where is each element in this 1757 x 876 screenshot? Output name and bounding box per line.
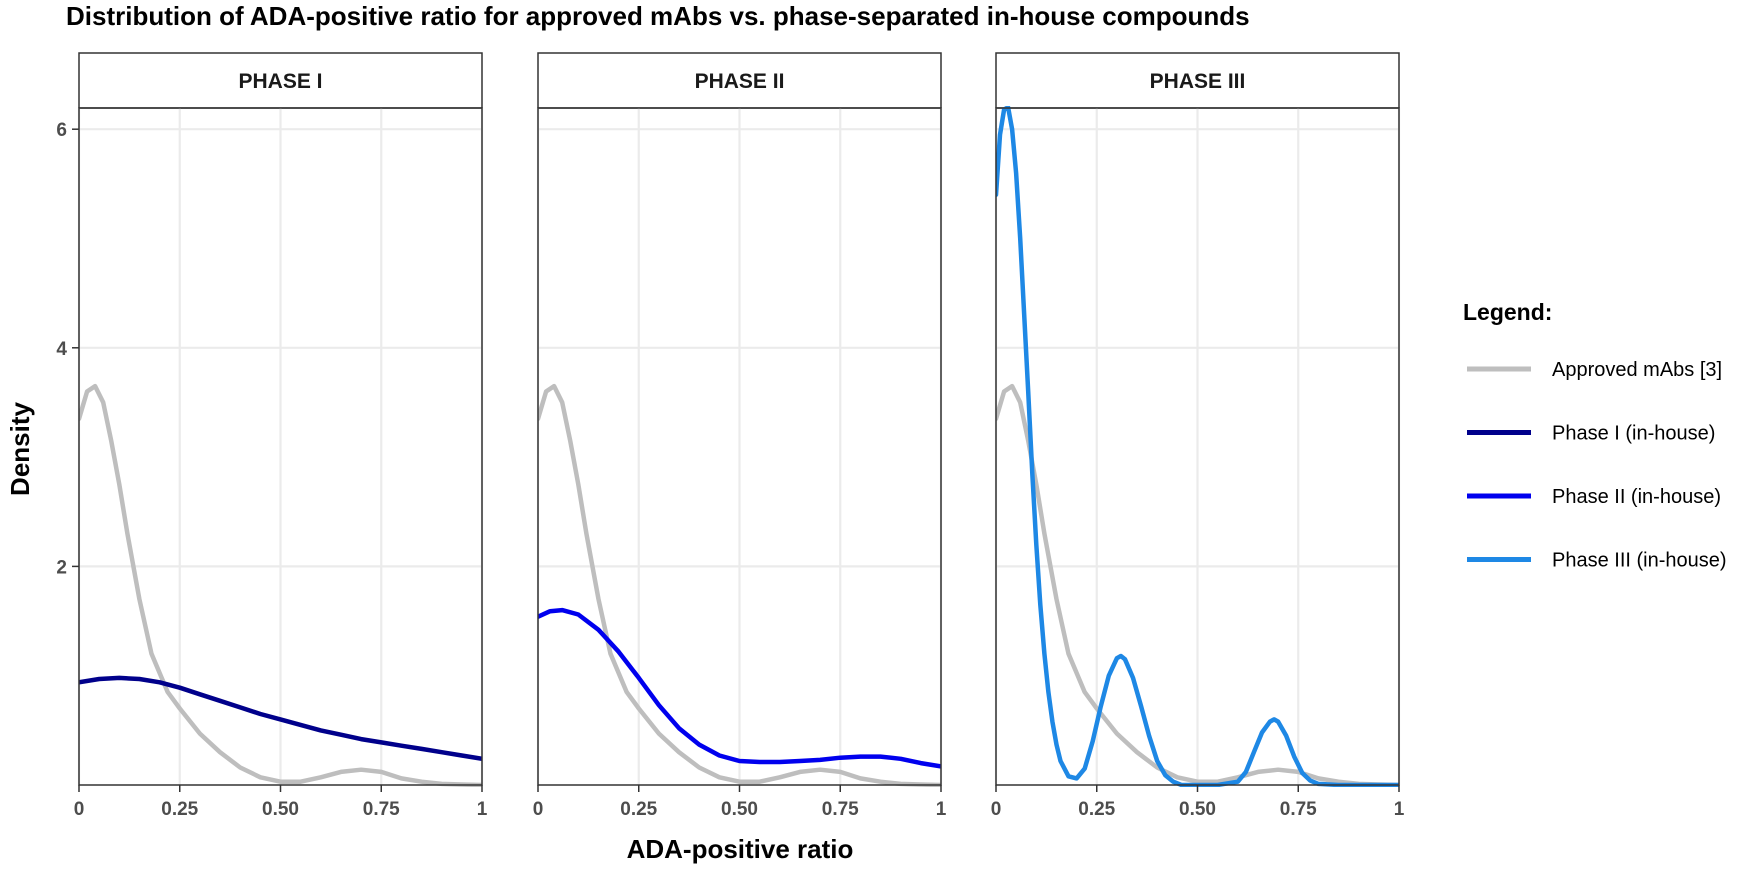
x-tick-label: 0.50 (721, 799, 758, 820)
legend-item: Approved mAbs [3] (1467, 359, 1722, 381)
strip-label: PHASE II (695, 70, 785, 93)
x-tick-label: 1 (936, 799, 947, 820)
legend-label: Approved mAbs [3] (1552, 359, 1722, 381)
legend-item: Phase II (in-house) (1467, 486, 1721, 508)
legend: Legend: Approved mAbs [3] Phase I (in-hou… (1463, 299, 1727, 572)
x-tick-label: 0.25 (620, 799, 657, 820)
density-line-approved (538, 383, 941, 787)
legend-item: Phase III (in-house) (1467, 550, 1727, 572)
x-tick-label: 0.75 (822, 799, 859, 820)
x-tick-label: 0.25 (161, 799, 198, 820)
x-tick-label: 0 (74, 799, 85, 820)
strip-label: PHASE I (238, 70, 322, 93)
facet-panels: PHASE I 0 0.25 0.50 0.75 1 2 4 6 PHASE II 0 0.25 0.5… (56, 52, 1405, 820)
y-tick-label: 2 (56, 557, 67, 578)
legend-title: Legend: (1463, 299, 1552, 325)
x-axis-title: ADA-positive ratio (627, 834, 854, 864)
x-tick-label: 0.50 (1179, 799, 1216, 820)
panel-3: PHASE III 0 0.25 0.50 0.75 1 (991, 52, 1405, 820)
strip-background (78, 52, 483, 109)
y-tick-label: 4 (56, 339, 67, 360)
strip-label: PHASE III (1150, 70, 1246, 93)
x-tick-label: 0.25 (1078, 799, 1115, 820)
density-line-in-house (538, 607, 941, 769)
strip-background (995, 52, 1400, 109)
x-tick-label: 0.50 (262, 799, 299, 820)
density-line-in-house (79, 675, 482, 762)
legend-item: Phase I (in-house) (1467, 423, 1715, 445)
x-tick-label: 1 (1394, 799, 1405, 820)
x-tick-label: 1 (477, 799, 488, 820)
panel-1: PHASE I 0 0.25 0.50 0.75 1 2 4 6 (56, 52, 488, 820)
x-tick-label: 0 (991, 799, 1002, 820)
x-tick-label: 0 (533, 799, 544, 820)
x-tick-label: 0.75 (1280, 799, 1317, 820)
y-axis-title: Density (5, 402, 35, 496)
strip-background (537, 52, 942, 109)
density-line-approved (79, 383, 482, 787)
legend-label: Phase II (in-house) (1552, 486, 1721, 508)
y-tick-label: 6 (56, 120, 67, 141)
legend-label: Phase I (in-house) (1552, 423, 1715, 445)
x-tick-label: 0.75 (363, 799, 400, 820)
legend-label: Phase III (in-house) (1552, 550, 1727, 572)
chart-title: Distribution of ADA-positive ratio for a… (66, 1, 1250, 31)
density-line-in-house (996, 106, 1399, 787)
panel-2: PHASE II 0 0.25 0.50 0.75 1 (533, 52, 947, 820)
